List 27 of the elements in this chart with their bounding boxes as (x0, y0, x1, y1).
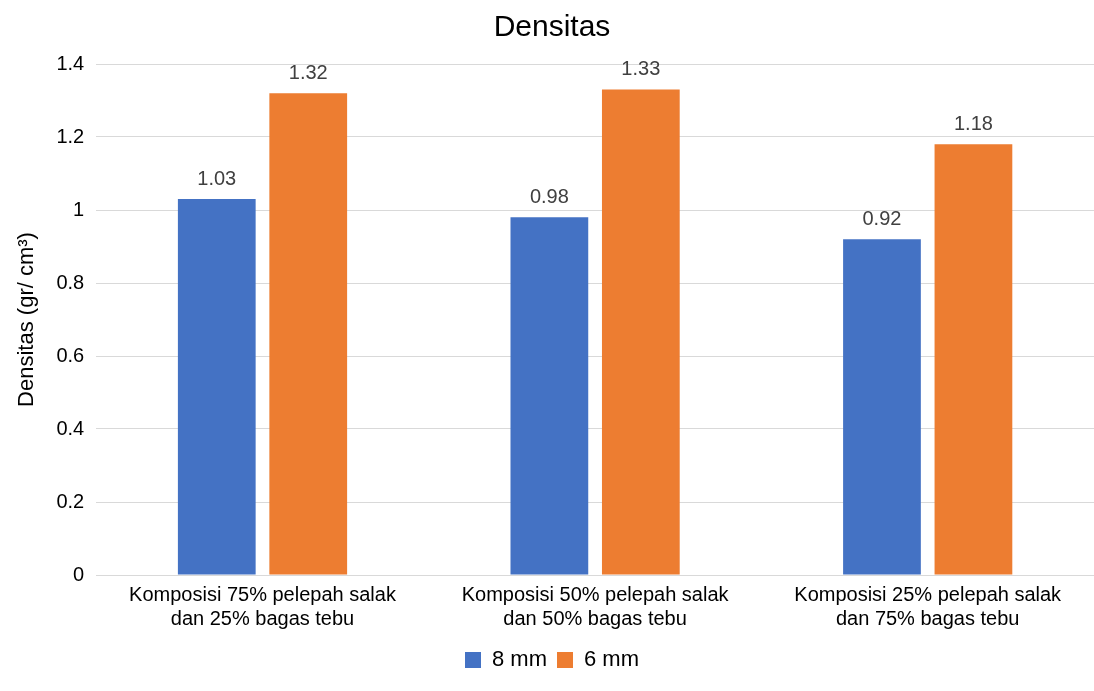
bar (843, 239, 921, 575)
x-tick-label: Komposisi 50% pelepah salak dan 50% bagas tebu (461, 582, 730, 629)
data-label: 0.92 (862, 206, 902, 229)
bar (601, 89, 680, 575)
data-label: 0.98 (529, 184, 569, 207)
y-tick-label: 1.4 (56, 51, 85, 74)
chart-title: Densitas (493, 9, 611, 43)
bar (934, 144, 1013, 575)
bar (510, 217, 589, 575)
data-label: 1.33 (621, 57, 661, 80)
data-label: 1.03 (197, 166, 237, 189)
legend-label: 6 mm (584, 646, 639, 672)
y-tick-label: 0.4 (56, 416, 85, 439)
y-tick-label: 0.2 (56, 489, 85, 512)
legend-label: 8 mm (492, 646, 547, 672)
x-tick-label: Komposisi 25% pelepah salak dan 75% bagas tebu (794, 582, 1063, 629)
y-tick-label: 1.2 (56, 124, 85, 147)
y-axis-title: Densitas (gr/ cm³) (13, 232, 39, 407)
x-tick-label: Komposisi 75% pelepah salak dan 25% bagas tebu (129, 582, 397, 629)
y-tick-label: 0.8 (56, 270, 85, 293)
y-tick-label: 1 (73, 197, 85, 220)
bar (269, 93, 348, 575)
y-tick-label: 0.6 (56, 343, 85, 366)
bar (177, 199, 256, 575)
data-label: 1.32 (288, 60, 328, 83)
data-label: 1.18 (953, 111, 993, 134)
y-tick-label: 0 (73, 562, 85, 585)
